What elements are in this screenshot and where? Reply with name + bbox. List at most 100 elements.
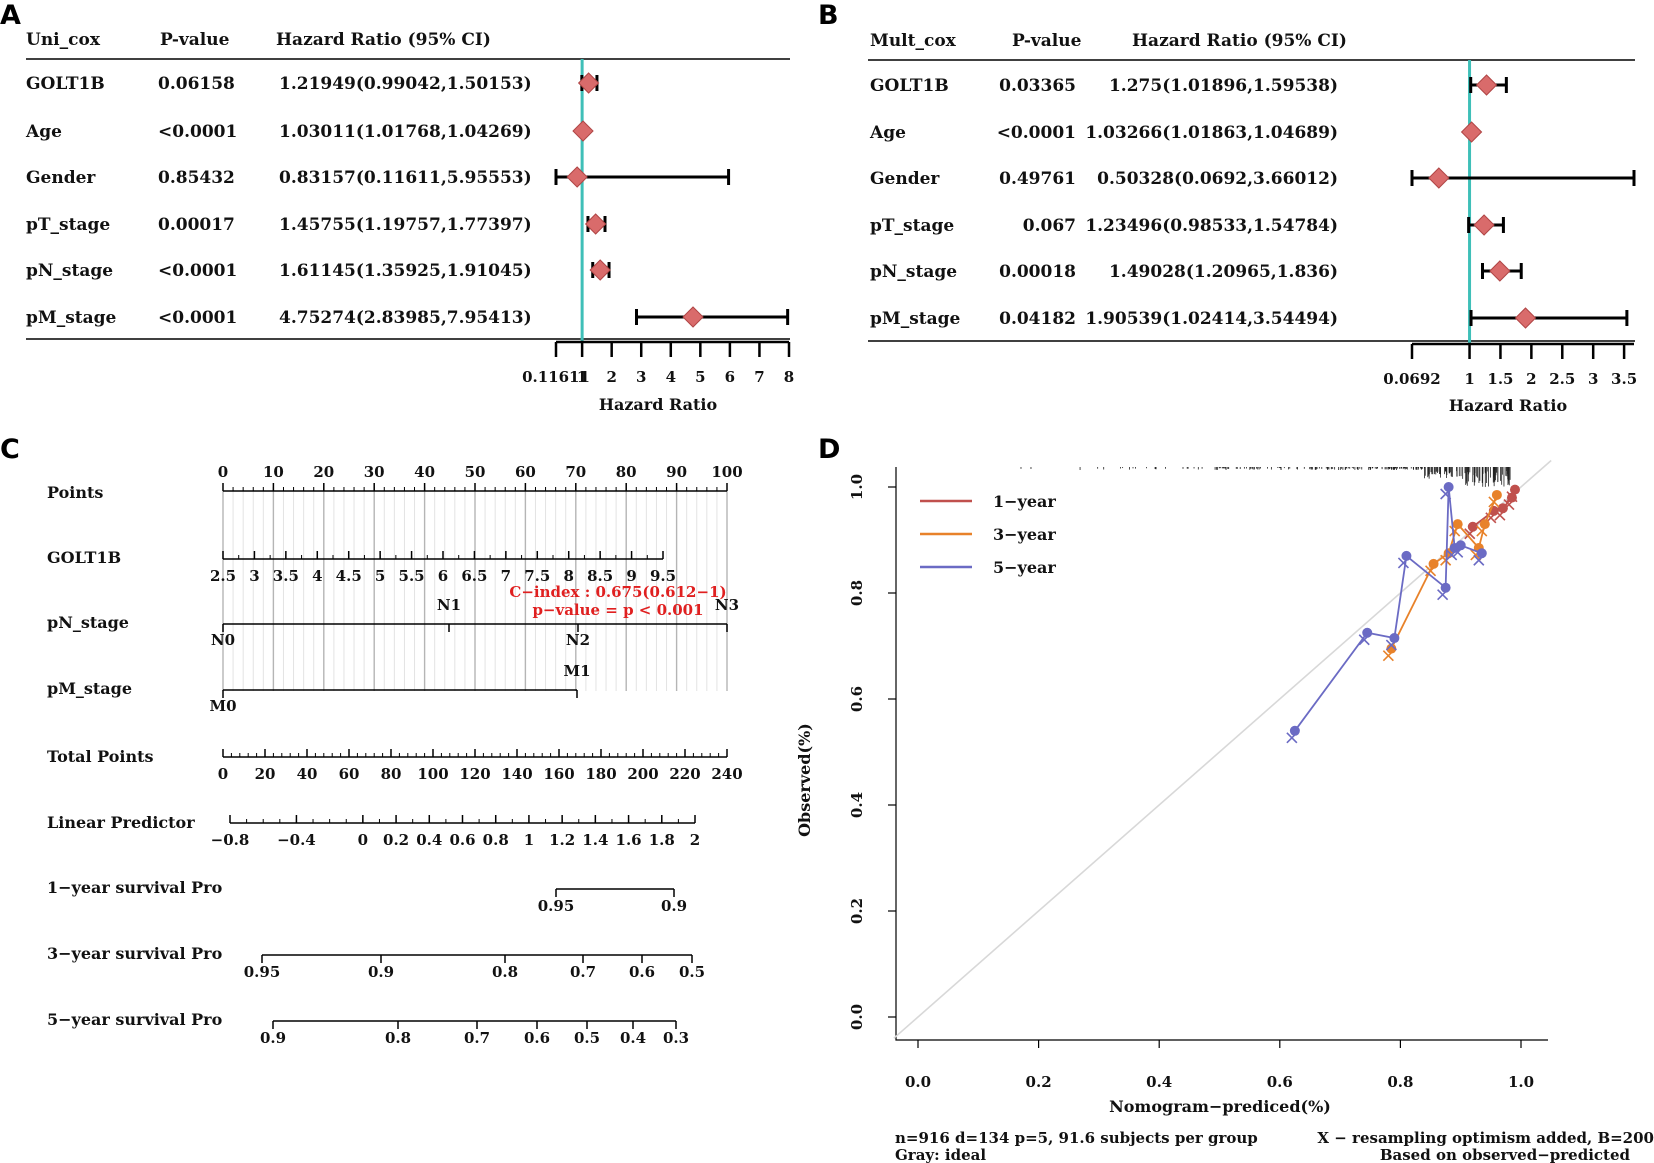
hr-point-diamond: [566, 166, 588, 188]
x-axis-tick-label: 0.6: [1267, 1073, 1293, 1091]
nomogram-tick-label: 0.95: [538, 897, 575, 915]
nomogram-tick-label: 3: [249, 567, 259, 585]
nomogram-tick-label: 1.4: [582, 831, 608, 849]
uni-row-hr: 1.03011(1.01768,1.04269): [279, 122, 532, 142]
nomogram-tick-label: 70: [565, 463, 586, 481]
nomogram-tick-label: 0.8: [492, 963, 518, 981]
hr-point-diamond: [589, 259, 611, 281]
nomogram-tick-label: 5.5: [399, 567, 425, 585]
calibration-note-based-on: Based on observed−predicted: [1380, 1146, 1631, 1163]
multi-row-var: Age: [869, 123, 906, 143]
nomogram-tick-label: 0.9: [260, 1029, 286, 1047]
nomogram-label-pn-stage: pN_stage: [47, 613, 129, 632]
nomogram-label-5yr: 5−year survival Pro: [47, 1010, 223, 1029]
resampling-cross-marker: [1424, 565, 1437, 577]
uni-row-p: <0.0001: [158, 308, 237, 328]
resampling-cross-marker: [1446, 549, 1458, 561]
resampling-cross-marker: [1286, 732, 1298, 744]
calibration-x-axis-title: Nomogram−prediced(%): [1109, 1097, 1331, 1116]
uni-row-hr: 1.61145(1.35925,1.91045): [279, 261, 532, 281]
uni-row: pT_stage 0.00017 1.45755(1.19757,1.77397…: [26, 215, 532, 235]
hr-axis-tick-label: 3.5: [1611, 370, 1637, 388]
nomogram-tick-label: 140: [501, 765, 532, 783]
multi-row: pM_stage 0.04182 1.90539(1.02414,3.54494…: [870, 309, 1338, 329]
resampling-cross-marker: [1358, 634, 1370, 646]
y-axis-tick-label: 0.4: [848, 792, 866, 818]
uni-row: pM_stage <0.0001 4.75274(2.83985,7.95413…: [26, 308, 532, 328]
uni-row-hr: 0.83157(0.11611,5.95553): [279, 168, 532, 188]
multi-header-hr: Hazard Ratio (95% CI): [1132, 31, 1347, 51]
nomogram-tick-label: 120: [459, 765, 490, 783]
multi-row-hr: 1.03266(1.01863,1.04689): [1085, 123, 1338, 143]
nomogram-tick-label: 2.5: [210, 567, 236, 585]
nomogram-tick-label: 7: [501, 567, 511, 585]
panel-label-d: D: [818, 434, 840, 465]
nomogram-tick-label: 0.95: [244, 963, 281, 981]
uni-row-p: <0.0001: [158, 122, 237, 142]
nomogram-tick-label: 7.5: [524, 567, 550, 585]
hr-point-diamond: [1428, 167, 1450, 189]
nomogram-tick-label: N0: [211, 631, 235, 649]
nomogram-tick-label: 0.5: [574, 1029, 600, 1047]
nomogram-tick-label: 40: [297, 765, 318, 783]
nomogram-tick-label: 9.5: [650, 567, 676, 585]
nomogram-tick-label: 200: [627, 765, 658, 783]
multi-row-var: Gender: [870, 169, 940, 189]
multi-row-p: 0.49761: [999, 169, 1076, 189]
x-axis-tick-label: 0.0: [905, 1073, 931, 1091]
hr-point-diamond: [1473, 214, 1495, 236]
uni-row-p: 0.85432: [158, 168, 235, 188]
uni-row: Gender 0.85432 0.83157(0.11611,5.95553): [26, 168, 532, 188]
nomogram-label-linear-predictor: Linear Predictor: [47, 813, 195, 832]
nomogram-tick-label: 0.2: [383, 831, 409, 849]
resampling-cross-marker: [1464, 528, 1476, 540]
y-axis-tick-label: 0.6: [848, 686, 866, 712]
y-axis-tick-label: 0.0: [848, 1004, 866, 1030]
multi-row: pN_stage 0.00018 1.49028(1.20965,1.836): [870, 262, 1338, 282]
nomogram-tick-label: 6: [438, 567, 448, 585]
hr-point-diamond: [1460, 121, 1483, 143]
hr-axis-tick-label: 0.11611: [522, 368, 590, 386]
nomogram-label-pm-stage: pM_stage: [47, 679, 132, 698]
panel-b: B Mult_cox P-value Hazard Ratio (95% CI)…: [818, 0, 1637, 415]
nomogram-tick-label: 0.7: [464, 1029, 490, 1047]
hr-axis-tick-label: 8: [784, 368, 794, 386]
nomogram-tick-label: 80: [381, 765, 402, 783]
nomogram-tick-label: 0.9: [368, 963, 394, 981]
x-axis-tick-label: 0.8: [1387, 1073, 1413, 1091]
calibration-legend: 1−year 3−year 5−year: [920, 492, 1056, 577]
legend-1year-label: 1−year: [993, 492, 1056, 511]
nomogram-tick-label: 3.5: [273, 567, 299, 585]
nomogram-tick-label: 0.8: [483, 831, 509, 849]
multi-row-var: pM_stage: [870, 309, 961, 329]
nomogram-tick-label: N3: [715, 596, 739, 614]
nomogram-tick-label: N2: [566, 631, 590, 649]
hr-axis-tick-label: 1.5: [1487, 370, 1513, 388]
nomogram-label-points: Points: [47, 483, 103, 502]
hr-axis-tick-label: 3: [636, 368, 646, 386]
uni-header-hr: Hazard Ratio (95% CI): [276, 30, 491, 50]
uni-row-var: GOLT1B: [26, 74, 105, 94]
nomogram-tick-label: 0.4: [416, 831, 442, 849]
multi-header-p: P-value: [1012, 31, 1082, 51]
nomogram-tick-label: M0: [209, 697, 236, 715]
hr-point-diamond: [584, 213, 607, 235]
nomogram-tick-label: 240: [711, 765, 742, 783]
nomogram-tick-label: 0.9: [661, 897, 687, 915]
calibration-note-resampling: X − resampling optimism added, B=200: [1317, 1129, 1654, 1147]
multi-row-var: pT_stage: [870, 216, 954, 236]
nomogram-tick-label: 40: [414, 463, 435, 481]
nomogram-tick-label: 100: [417, 765, 448, 783]
multi-row: Age <0.0001 1.03266(1.01863,1.04689): [869, 123, 1338, 143]
panel-d: D 0.0 0.2 0.4 0.6 0.8 1.0 0.0 0.2 0.4 0.6 0.8 1.0 1…: [795, 434, 1654, 1163]
hr-axis-tick-label: 2: [1526, 370, 1536, 388]
uni-row-var: pN_stage: [26, 261, 113, 281]
panel-label-c: C: [0, 434, 20, 465]
nomogram-tick-label: 6.5: [461, 567, 487, 585]
nomogram-tick-label: 0.8: [385, 1029, 411, 1047]
panel-a: A Uni_cox P-value Hazard Ratio (95% CI) …: [0, 0, 794, 414]
calibration-plot-frame: [895, 467, 1548, 1041]
hr-axis-tick-label: 1: [577, 368, 587, 386]
uni-row-var: Gender: [26, 168, 96, 188]
